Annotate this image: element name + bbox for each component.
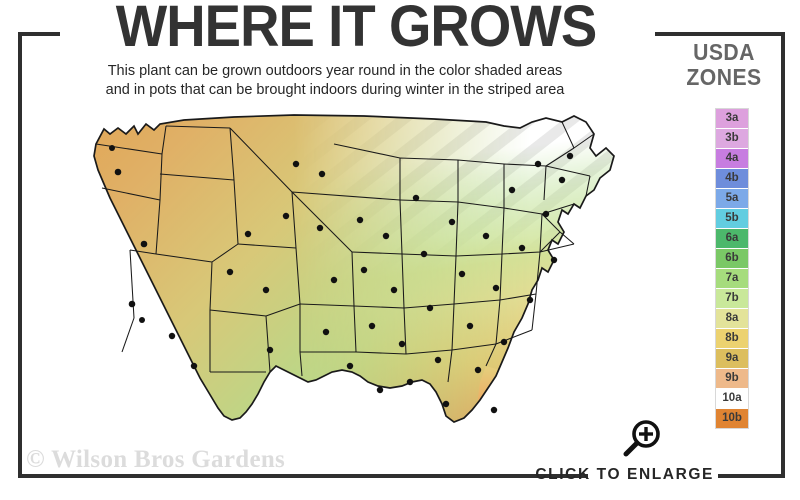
subtitle-line-2: and in pots that can be brought indoors … xyxy=(105,82,565,98)
frame-segment-bottom-right xyxy=(718,474,785,478)
city-dots xyxy=(109,145,574,414)
frame-segment-top-left xyxy=(18,32,60,36)
legend-swatch-6b: 6b xyxy=(716,249,748,269)
subtitle-line-1: This plant can be grown outdoors year ro… xyxy=(107,63,563,79)
legend-swatch-9a: 9a xyxy=(716,349,748,369)
legend-swatch-6a: 6a xyxy=(716,229,748,249)
click-to-enlarge-label[interactable]: CLICK TO ENLARGE xyxy=(535,466,714,483)
magnifier-plus-icon[interactable] xyxy=(618,418,664,460)
legend-swatch-5b: 5b xyxy=(716,209,748,229)
state-boundary-lines xyxy=(95,121,595,383)
frame-segment-left xyxy=(18,32,22,478)
legend-swatch-4a: 4a xyxy=(716,149,748,169)
page-title: WHERE IT GROWS xyxy=(115,0,597,59)
legend-swatch-7a: 7a xyxy=(716,269,748,289)
frame-segment-bottom xyxy=(18,474,588,478)
legend-swatch-4b: 4b xyxy=(716,169,748,189)
legend-swatch-5a: 5a xyxy=(716,189,748,209)
legend-swatch-10a: 10a xyxy=(716,389,748,409)
legend-swatch-8b: 8b xyxy=(716,329,748,349)
frame-segment-right xyxy=(781,32,785,478)
subtitle: This plant can be grown outdoors year ro… xyxy=(40,62,630,100)
legend-swatch-9b: 9b xyxy=(716,369,748,389)
legend-swatch-8a: 8a xyxy=(716,309,748,329)
legend-title-line-1: USDA xyxy=(693,39,755,65)
usa-zone-map[interactable] xyxy=(34,104,654,454)
map-container[interactable] xyxy=(34,104,654,454)
legend-swatch-3b: 3b xyxy=(716,129,748,149)
legend-title: USDA ZONES xyxy=(676,40,772,90)
legend-swatch-10b: 10b xyxy=(716,409,748,429)
legend-swatch-list: 3a 3b 4a 4b 5a 5b 6a 6b 7a 7b 8a 8b 9a 9b 10a 10b xyxy=(715,108,749,429)
usda-zones-legend: USDA ZONES 3a 3b 4a 4b 5a 5b 6a 6b 7a 7b 8a 8b 9a 9b 1… xyxy=(672,40,776,429)
watermark: © Wilson Bros Gardens xyxy=(26,446,286,473)
legend-swatch-7b: 7b xyxy=(716,289,748,309)
legend-swatch-3a: 3a xyxy=(716,109,748,129)
frame-segment-top-right xyxy=(655,32,785,36)
legend-title-line-2: ZONES xyxy=(686,64,762,90)
